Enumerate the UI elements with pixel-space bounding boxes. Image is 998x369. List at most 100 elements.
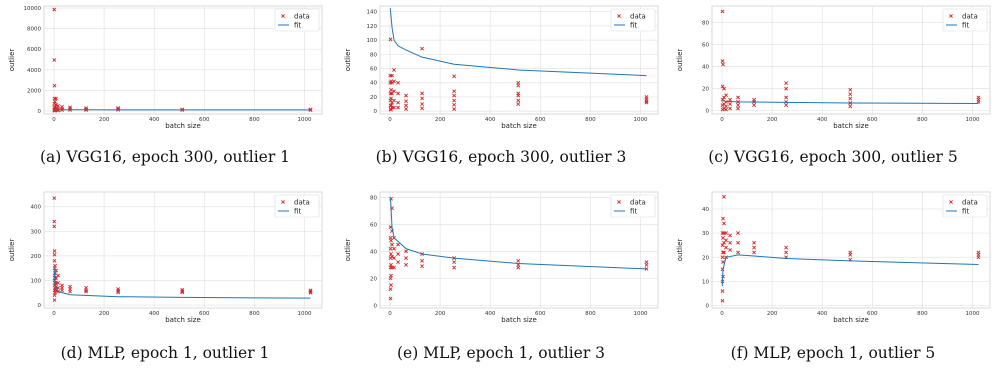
- y-tick-label: 6000: [27, 47, 41, 53]
- data-point: [420, 264, 424, 269]
- data-point: [720, 298, 725, 303]
- data-point: [180, 290, 185, 295]
- data-point: [720, 255, 725, 260]
- x-tick-label: 200: [99, 117, 110, 123]
- data-point: [784, 95, 789, 100]
- panel-d: 0 200 400 600 800 1000 0 100 200 300 400 batch size…: [0, 186, 330, 366]
- data-point: [389, 238, 393, 243]
- y-tick-label: 0: [706, 109, 710, 115]
- data-point: [752, 250, 756, 255]
- data-point: [848, 104, 853, 109]
- data-point: [452, 93, 457, 98]
- data-point: [396, 242, 400, 247]
- legend-label-data: data: [962, 199, 978, 207]
- data-point: [388, 246, 393, 251]
- data-point: [54, 268, 58, 273]
- y-tick-label: 60: [702, 43, 709, 49]
- y-tick-label: 20: [702, 255, 709, 261]
- data-point: [784, 86, 789, 91]
- data-point: [404, 249, 408, 254]
- x-tick-label: 0: [388, 311, 392, 317]
- data-point: [390, 254, 394, 259]
- chart-f: 0 200 400 600 800 1000 0 10 20 30 40 batch size outl…: [676, 191, 991, 324]
- legend-data-marker: [949, 14, 953, 18]
- caption-b: (b) VGG16, epoch 300, outlier 3: [375, 148, 627, 166]
- data-point: [52, 258, 57, 263]
- legend-data-marker: [617, 14, 621, 18]
- y-tick-label: 10: [702, 279, 709, 285]
- data-point: [722, 221, 726, 226]
- data-point: [736, 103, 740, 108]
- y-tick-label: 20: [370, 276, 377, 282]
- x-tick-label: 800: [585, 117, 596, 123]
- caption-e: (e) MLP, epoch 1, outlier 3: [396, 344, 606, 362]
- data-point: [452, 102, 457, 107]
- y-tick-label: 120: [367, 24, 378, 30]
- panel-c: 0 200 400 600 800 1000 0 20 40 60 80 batch size outl…: [668, 0, 998, 180]
- legend-label-fit: fit: [294, 208, 301, 216]
- data-point: [52, 58, 57, 62]
- chart-c: 0 200 400 600 800 1000 0 20 40 60 80 batch size outl…: [676, 5, 991, 130]
- data-point: [396, 80, 400, 85]
- data-point: [392, 256, 396, 261]
- data-point: [452, 74, 457, 79]
- legend-label-fit: fit: [962, 22, 969, 30]
- data-point: [516, 93, 521, 98]
- y-axis-label: outlier: [344, 239, 352, 262]
- data-point: [736, 231, 740, 236]
- legend-label-fit: fit: [630, 208, 637, 216]
- y-tick-label: 80: [702, 21, 709, 27]
- y-tick-label: 0: [374, 303, 378, 309]
- data-point: [516, 98, 521, 103]
- x-tick-label: 200: [99, 311, 110, 317]
- data-point: [52, 224, 57, 229]
- legend-label-data: data: [294, 199, 310, 207]
- fit-line: [390, 197, 647, 270]
- x-axis-label: batch size: [833, 122, 869, 130]
- data-point: [389, 103, 393, 108]
- data-point: [52, 7, 57, 12]
- x-tick-label: 0: [720, 117, 724, 123]
- y-tick-label: 40: [702, 207, 709, 213]
- chart-d: 0 200 400 600 800 1000 0 100 200 300 400 batch size…: [8, 191, 323, 324]
- data-point: [52, 83, 57, 88]
- data-point: [728, 233, 732, 238]
- data-point: [56, 281, 60, 285]
- data-point: [722, 250, 726, 255]
- x-tick-label: 200: [435, 311, 446, 317]
- data-point: [784, 81, 789, 86]
- x-tick-label: 400: [485, 311, 496, 317]
- x-tick-label: 0: [52, 117, 56, 123]
- chart-a: 0 200 400 600 800 10000200040006000800010000b…: [8, 5, 323, 130]
- data-point: [389, 107, 393, 112]
- caption-c: (c) VGG16, epoch 300, outlier 5: [708, 148, 958, 166]
- y-tick-label: 0: [38, 303, 42, 309]
- x-axis-label: batch size: [165, 316, 201, 324]
- x-tick-label: 0: [720, 311, 724, 317]
- x-tick-label: 600: [535, 117, 546, 123]
- x-tick-label: 600: [535, 311, 546, 317]
- data-point: [728, 102, 732, 106]
- x-tick-label: 600: [199, 117, 210, 123]
- x-tick-label: 800: [585, 311, 596, 317]
- data-point: [404, 107, 408, 111]
- data-point: [728, 240, 732, 245]
- data-point: [728, 248, 732, 252]
- x-tick-label: 800: [917, 117, 928, 123]
- data-point: [84, 289, 88, 294]
- data-point: [392, 98, 396, 103]
- x-tick-label: 1000: [297, 117, 311, 123]
- y-tick-label: 4000: [27, 68, 41, 74]
- x-axis-label: batch size: [501, 122, 537, 130]
- fit-line: [722, 100, 979, 105]
- data-point: [396, 105, 400, 110]
- data-point: [516, 80, 521, 85]
- data-point: [724, 238, 728, 243]
- data-point: [52, 249, 57, 253]
- data-point: [53, 99, 57, 104]
- data-point: [752, 245, 756, 250]
- data-point: [516, 83, 521, 88]
